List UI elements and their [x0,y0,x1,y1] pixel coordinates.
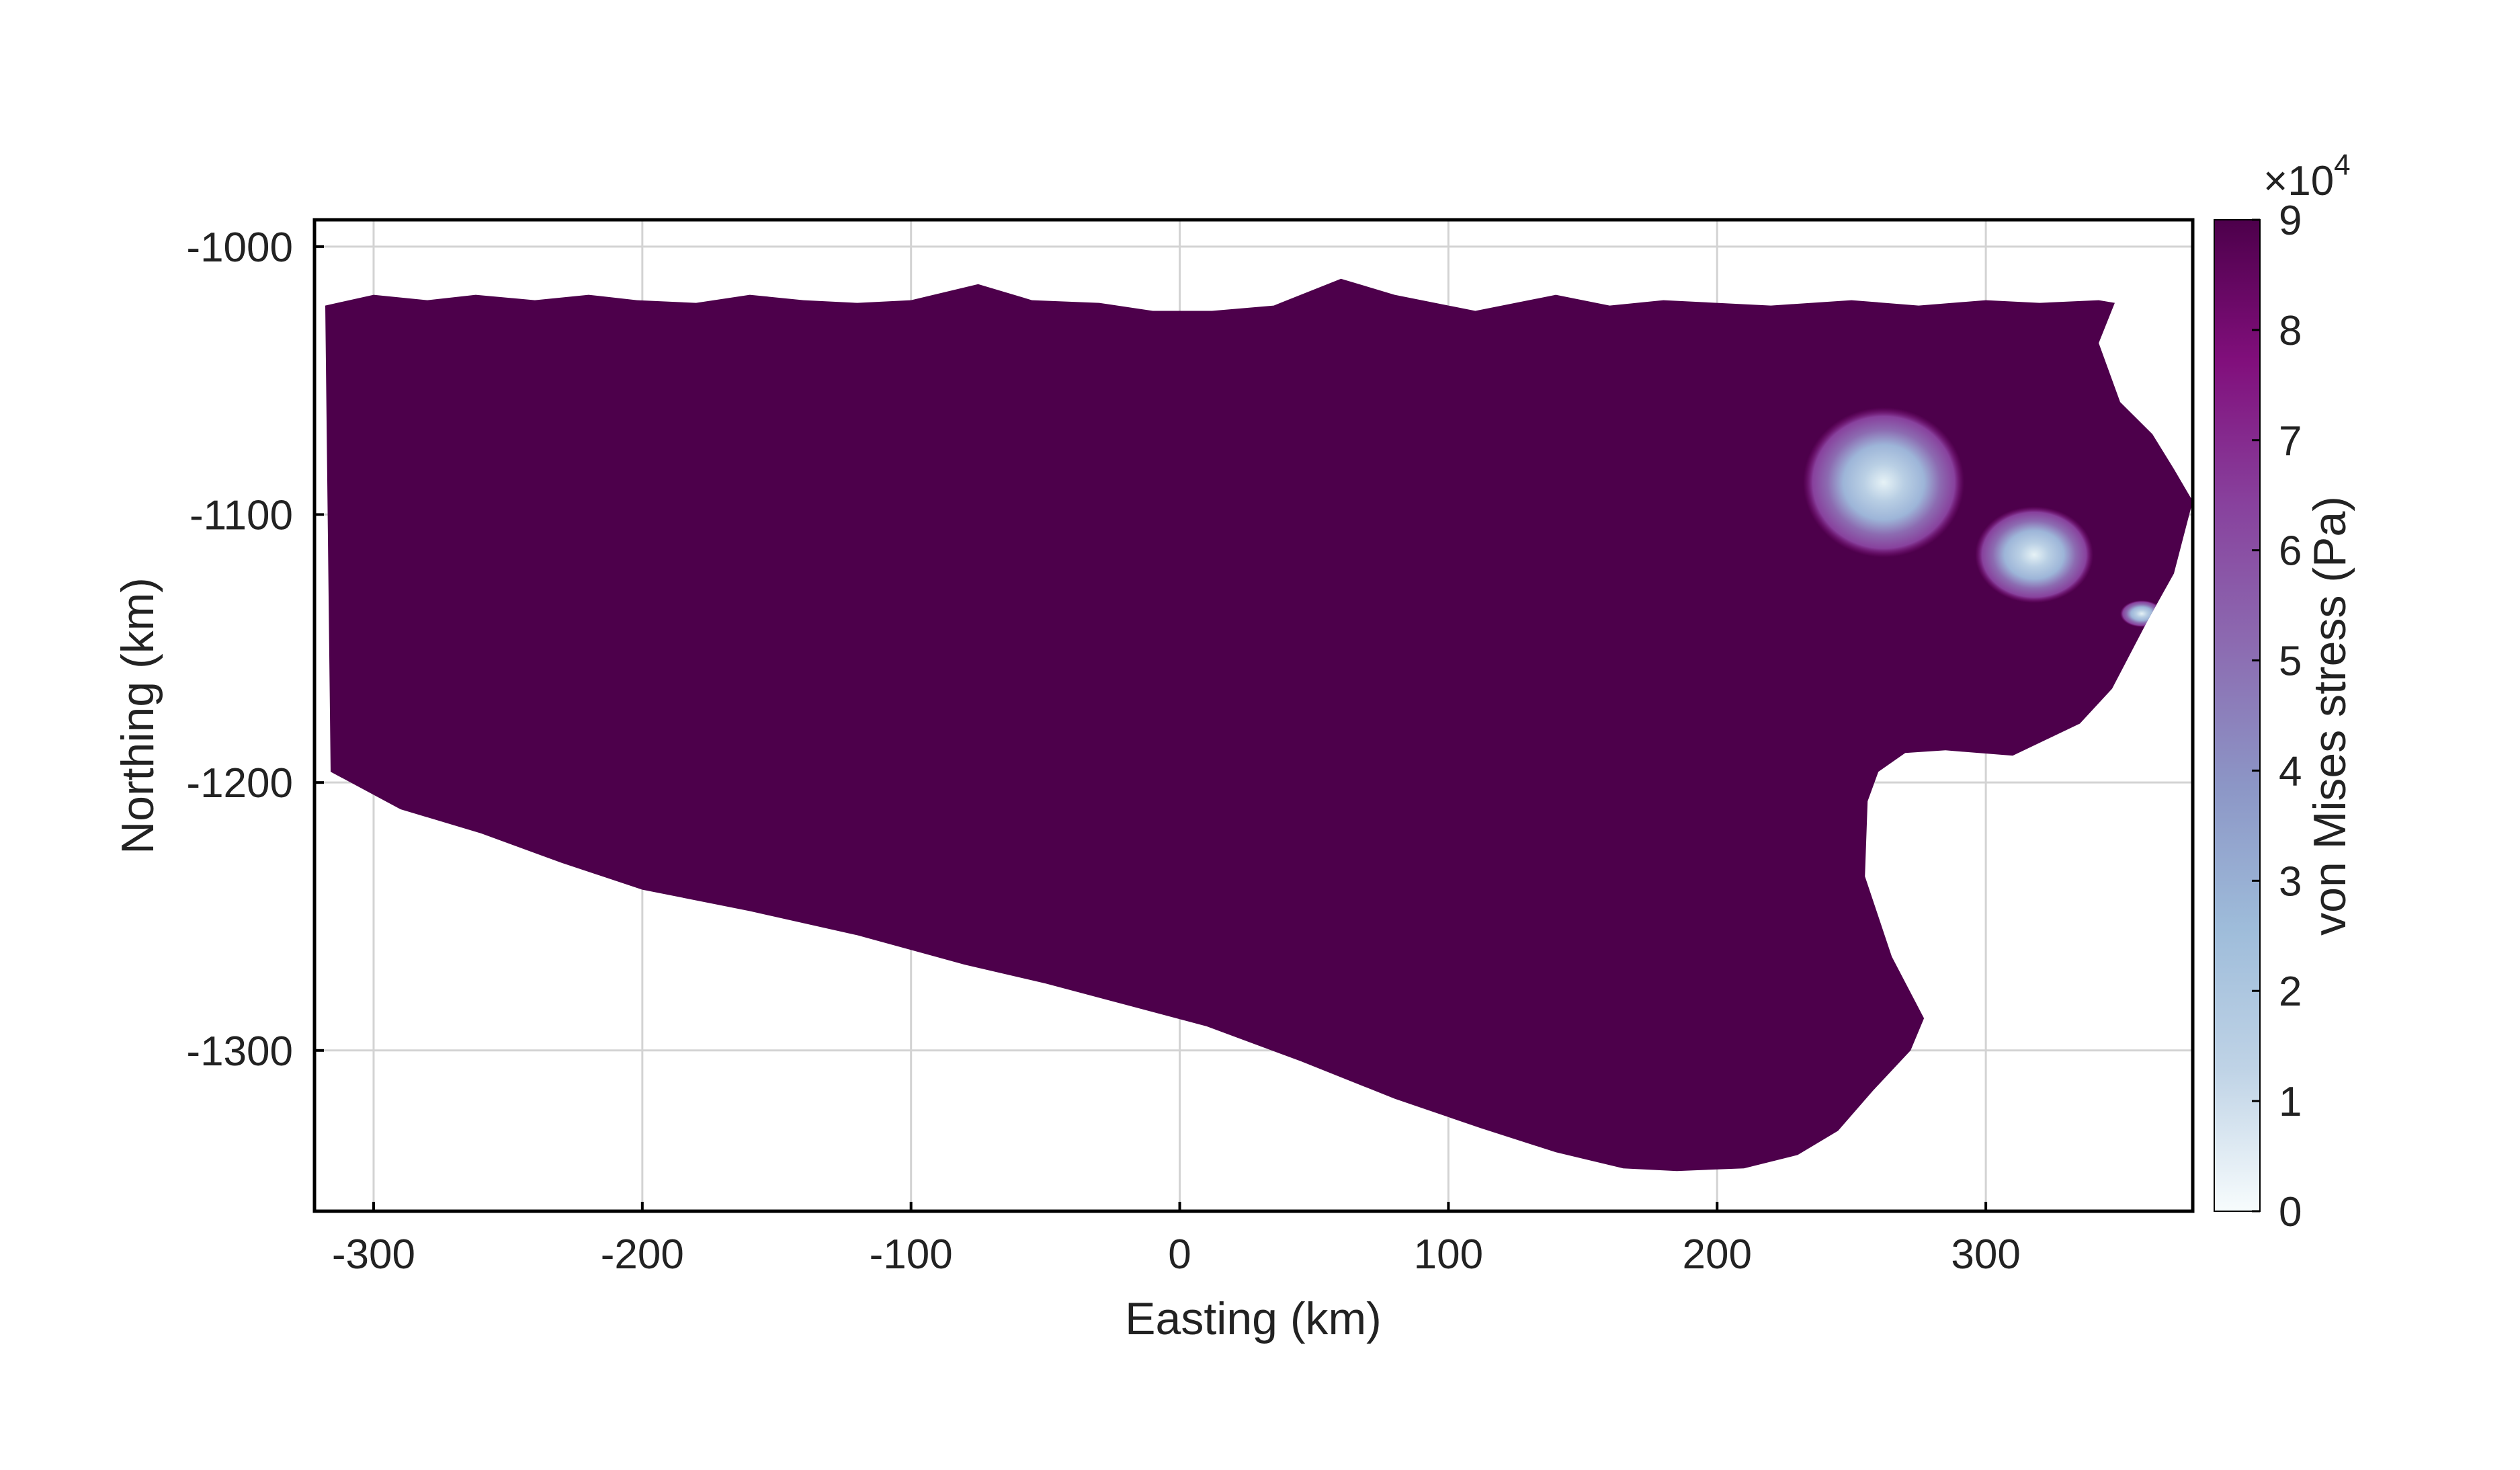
stress-anomaly-3 [2120,600,2164,627]
colorbar-tick-label: 0 [2279,1189,2302,1235]
colorbar-gradient [2214,219,2261,1212]
y-tick-label: -1100 [190,493,293,539]
colorbar-tick-label: 5 [2279,639,2302,685]
stress-anomalies [1803,407,2164,627]
y-axis-label: Northing (km) [112,577,163,854]
y-tick-label: -1000 [186,224,293,271]
stress-anomaly-2 [1975,506,2094,604]
x-tick-label: 0 [1168,1231,1191,1278]
x-tick-label: 300 [1951,1231,2020,1278]
y-axis-ticks: -1000 -1100 -1200 -1300 [186,224,324,1075]
x-tick-label: -300 [332,1231,415,1278]
colorbar-label: von Mises stress (Pa) [2304,496,2355,936]
y-tick-label: -1300 [186,1028,293,1075]
colorbar-tick-label: 4 [2279,748,2302,794]
x-tick-label: -100 [870,1231,953,1278]
colorbar-tick-label: 7 [2279,418,2302,464]
x-axis-ticks: -300 -200 -100 0 100 200 300 [332,1202,2021,1278]
colorbar-tick-label: 2 [2279,969,2302,1015]
colorbar-multiplier: ×104 [2263,149,2351,204]
x-tick-label: -200 [601,1231,684,1278]
colorbar-tick-label: 6 [2279,528,2302,575]
colorbar-tick-label: 3 [2279,858,2302,905]
colorbar-tick-label: 1 [2279,1079,2302,1125]
colorbar-multiplier-exponent: 4 [2334,149,2350,181]
colorbar-ticks: 0 1 2 3 4 5 6 7 8 9 [2252,198,2302,1235]
x-tick-label: 100 [1414,1231,1483,1278]
colorbar-tick-label: 9 [2279,198,2302,244]
x-tick-label: 200 [1683,1231,1752,1278]
stress-anomaly-1 [1803,407,1965,558]
stress-field-domain [325,278,2193,1172]
y-tick-label: -1200 [186,760,293,807]
x-axis-label: Easting (km) [1125,1293,1382,1344]
plot-frame [312,218,2195,1213]
colorbar-tick-label: 8 [2279,308,2302,354]
colorbar-multiplier-base: ×10 [2263,158,2334,204]
